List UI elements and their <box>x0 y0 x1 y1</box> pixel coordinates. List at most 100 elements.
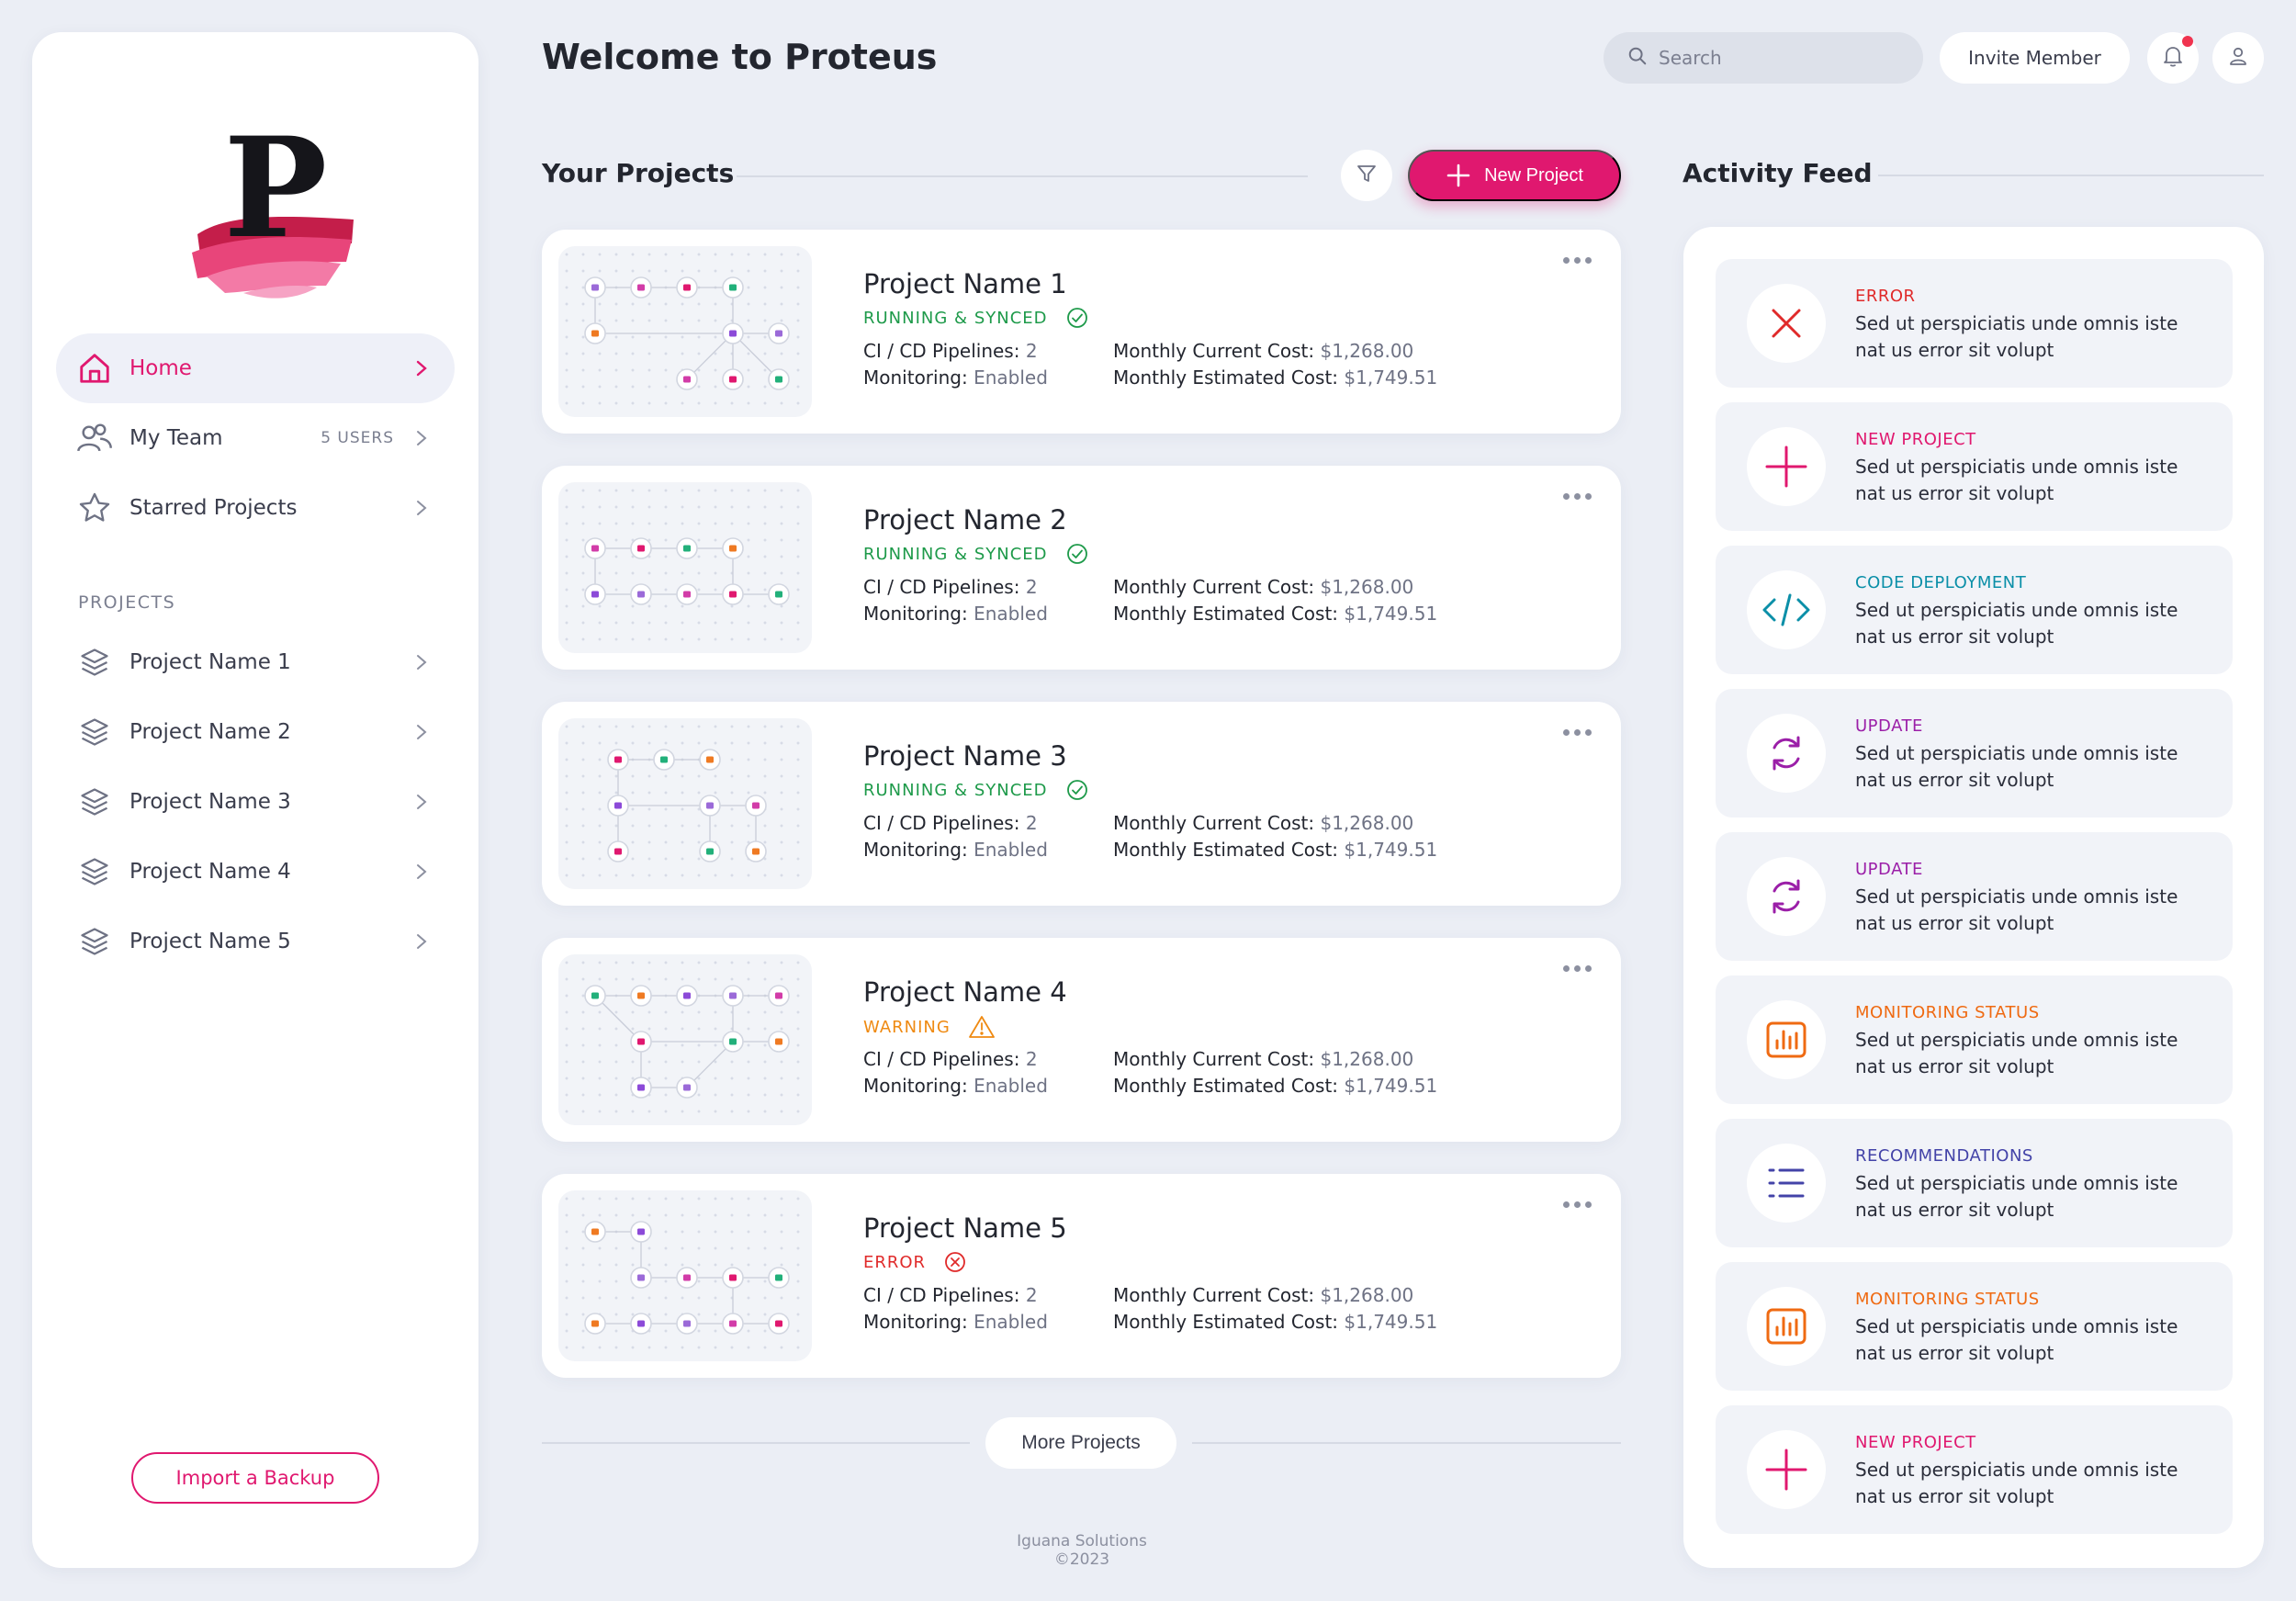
pipelines-label: CI / CD Pipelines: <box>863 340 1020 362</box>
more-options-icon[interactable] <box>1563 965 1592 972</box>
notification-dot <box>2182 36 2193 47</box>
check-circle-icon <box>1057 779 1088 801</box>
sidebar: P Home My Team 5 USERS Starred Projects … <box>32 32 478 1568</box>
activity-item[interactable]: RECOMMENDATIONS Sed ut perspiciatis unde … <box>1716 1119 2233 1247</box>
layers-icon <box>76 714 113 750</box>
layers-icon <box>76 923 113 960</box>
chevron-right-icon <box>412 723 431 741</box>
estimated-cost-label: Monthly Estimated Cost: <box>1113 366 1339 389</box>
nav-starred-label: Starred Projects <box>129 496 298 520</box>
monitoring-meta: Monitoring: Enabled <box>863 839 1048 861</box>
activity-type: NEW PROJECT <box>1855 1433 1976 1452</box>
activity-item[interactable]: ERROR Sed ut perspiciatis unde omnis iste… <box>1716 259 2233 388</box>
chevron-right-icon <box>412 499 431 517</box>
profile-button[interactable] <box>2212 32 2264 84</box>
divider <box>737 175 1308 177</box>
estimated-cost-value: $1,749.51 <box>1344 839 1438 861</box>
import-backup-button[interactable]: Import a Backup <box>131 1452 379 1504</box>
search-input[interactable] <box>1659 47 1907 69</box>
project-card[interactable]: Project Name 1 RUNNING & SYNCED CI / CD Pi… <box>542 230 1621 434</box>
pipeline-thumbnail <box>558 954 812 1125</box>
activity-item[interactable]: MONITORING STATUS Sed ut perspiciatis und… <box>1716 1262 2233 1391</box>
project-card[interactable]: Project Name 3 RUNNING & SYNCED CI / CD Pi… <box>542 702 1621 906</box>
refresh-icon <box>1747 714 1826 793</box>
sidebar-project-item[interactable]: Project Name 4 <box>56 837 455 907</box>
notifications-button[interactable] <box>2147 32 2199 84</box>
monitoring-label: Monitoring: <box>863 839 968 861</box>
activity-item[interactable]: NEW PROJECT Sed ut perspiciatis unde omni… <box>1716 1405 2233 1534</box>
invite-member-button[interactable]: Invite Member <box>1940 32 2130 84</box>
more-options-icon[interactable] <box>1563 729 1592 736</box>
check-circle-icon <box>1057 543 1088 565</box>
nav-home-label: Home <box>129 356 192 380</box>
sidebar-project-item[interactable]: Project Name 5 <box>56 907 455 976</box>
pipelines-label: CI / CD Pipelines: <box>863 1284 1020 1306</box>
more-options-icon[interactable] <box>1563 493 1592 500</box>
nav-home[interactable]: Home <box>56 333 455 403</box>
pipelines-meta: CI / CD Pipelines: 2 <box>863 1284 1038 1306</box>
activity-text: Sed ut perspiciatis unde omnis iste nat … <box>1855 599 2178 648</box>
check-circle-icon <box>1057 307 1088 329</box>
more-options-icon[interactable] <box>1563 1201 1592 1208</box>
current-cost-value: $1,268.00 <box>1320 340 1414 362</box>
current-cost-label: Monthly Current Cost: <box>1113 1284 1315 1306</box>
activity-text: Sed ut perspiciatis unde omnis iste nat … <box>1855 742 2178 791</box>
chevron-right-icon <box>412 653 431 671</box>
new-project-label: New Project <box>1484 164 1583 186</box>
filter-icon <box>1356 163 1378 188</box>
monitoring-meta: Monitoring: Enabled <box>863 1075 1048 1097</box>
estimated-cost-meta: Monthly Estimated Cost: $1,749.51 <box>1113 1075 1437 1097</box>
search-box[interactable] <box>1604 32 1923 84</box>
current-cost-meta: Monthly Current Cost: $1,268.00 <box>1113 812 1413 834</box>
proteus-logo[interactable]: P <box>188 107 363 308</box>
project-card[interactable]: Project Name 5 ERROR CI / CD Pipelines: 2 M… <box>542 1174 1621 1378</box>
project-status: RUNNING & SYNCED <box>863 307 1088 329</box>
project-status: RUNNING & SYNCED <box>863 543 1088 565</box>
chevron-right-icon <box>412 429 431 447</box>
new-project-button[interactable]: New Project <box>1408 150 1621 201</box>
estimated-cost-value: $1,749.51 <box>1344 1075 1438 1097</box>
sidebar-project-label: Project Name 3 <box>129 790 291 814</box>
monitoring-value: Enabled <box>974 603 1048 625</box>
divider <box>542 1442 970 1444</box>
current-cost-meta: Monthly Current Cost: $1,268.00 <box>1113 340 1413 362</box>
activity-text: Sed ut perspiciatis unde omnis iste nat … <box>1855 312 2178 361</box>
activity-feed-title: Activity Feed <box>1683 158 1873 188</box>
activity-type: RECOMMENDATIONS <box>1855 1146 2033 1166</box>
more-options-icon[interactable] <box>1563 257 1592 264</box>
activity-item[interactable]: UPDATE Sed ut perspiciatis unde omnis ist… <box>1716 689 2233 817</box>
nav-my-team-label: My Team <box>129 426 223 450</box>
estimated-cost-value: $1,749.51 <box>1344 366 1438 389</box>
logo-letter: P <box>224 124 328 269</box>
project-status: ERROR <box>863 1251 966 1273</box>
sidebar-project-item[interactable]: Project Name 1 <box>56 627 455 697</box>
project-name: Project Name 5 <box>863 1212 1067 1244</box>
nav-starred-projects[interactable]: Starred Projects <box>56 473 455 543</box>
activity-item[interactable]: UPDATE Sed ut perspiciatis unde omnis ist… <box>1716 832 2233 961</box>
activity-item[interactable]: NEW PROJECT Sed ut perspiciatis unde omni… <box>1716 402 2233 531</box>
chevron-right-icon <box>412 793 431 811</box>
activity-text: Sed ut perspiciatis unde omnis iste nat … <box>1855 1315 2178 1364</box>
activity-type: CODE DEPLOYMENT <box>1855 573 2027 592</box>
activity-item[interactable]: MONITORING STATUS Sed ut perspiciatis und… <box>1716 975 2233 1104</box>
filter-button[interactable] <box>1341 150 1392 201</box>
status-text: RUNNING & SYNCED <box>863 780 1048 800</box>
divider <box>1878 175 2264 176</box>
your-projects-title: Your Projects <box>542 158 735 188</box>
project-card[interactable]: Project Name 4 WARNING CI / CD Pipelines: … <box>542 938 1621 1142</box>
chevron-right-icon <box>412 863 431 881</box>
nav-my-team[interactable]: My Team 5 USERS <box>56 403 455 473</box>
activity-item[interactable]: CODE DEPLOYMENT Sed ut perspiciatis unde … <box>1716 546 2233 674</box>
more-projects-button[interactable]: More Projects <box>985 1417 1176 1469</box>
monitoring-meta: Monitoring: Enabled <box>863 1311 1048 1333</box>
project-card[interactable]: Project Name 2 RUNNING & SYNCED CI / CD Pi… <box>542 466 1621 670</box>
estimated-cost-label: Monthly Estimated Cost: <box>1113 603 1339 625</box>
sidebar-project-item[interactable]: Project Name 2 <box>56 697 455 767</box>
estimated-cost-meta: Monthly Estimated Cost: $1,749.51 <box>1113 839 1437 861</box>
project-name: Project Name 3 <box>863 740 1067 772</box>
refresh-icon <box>1747 857 1826 936</box>
user-icon <box>2227 45 2249 71</box>
search-icon <box>1627 46 1648 70</box>
sidebar-project-item[interactable]: Project Name 3 <box>56 767 455 837</box>
layers-icon <box>76 784 113 820</box>
